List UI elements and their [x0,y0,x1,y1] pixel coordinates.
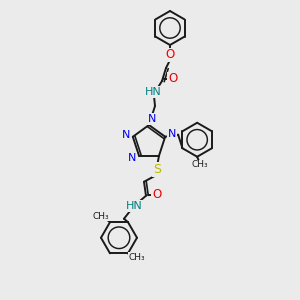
Text: CH₃: CH₃ [129,253,145,262]
Text: N: N [148,114,156,124]
Text: CH₃: CH₃ [192,160,208,169]
Text: S: S [153,163,161,176]
Text: O: O [165,49,175,62]
Text: N: N [122,130,130,140]
Text: HN: HN [145,87,161,97]
Text: HN: HN [126,201,142,211]
Text: CH₃: CH₃ [93,212,109,221]
Text: N: N [128,153,136,163]
Text: N: N [168,129,176,139]
Text: O: O [168,73,178,85]
Text: O: O [152,188,162,201]
